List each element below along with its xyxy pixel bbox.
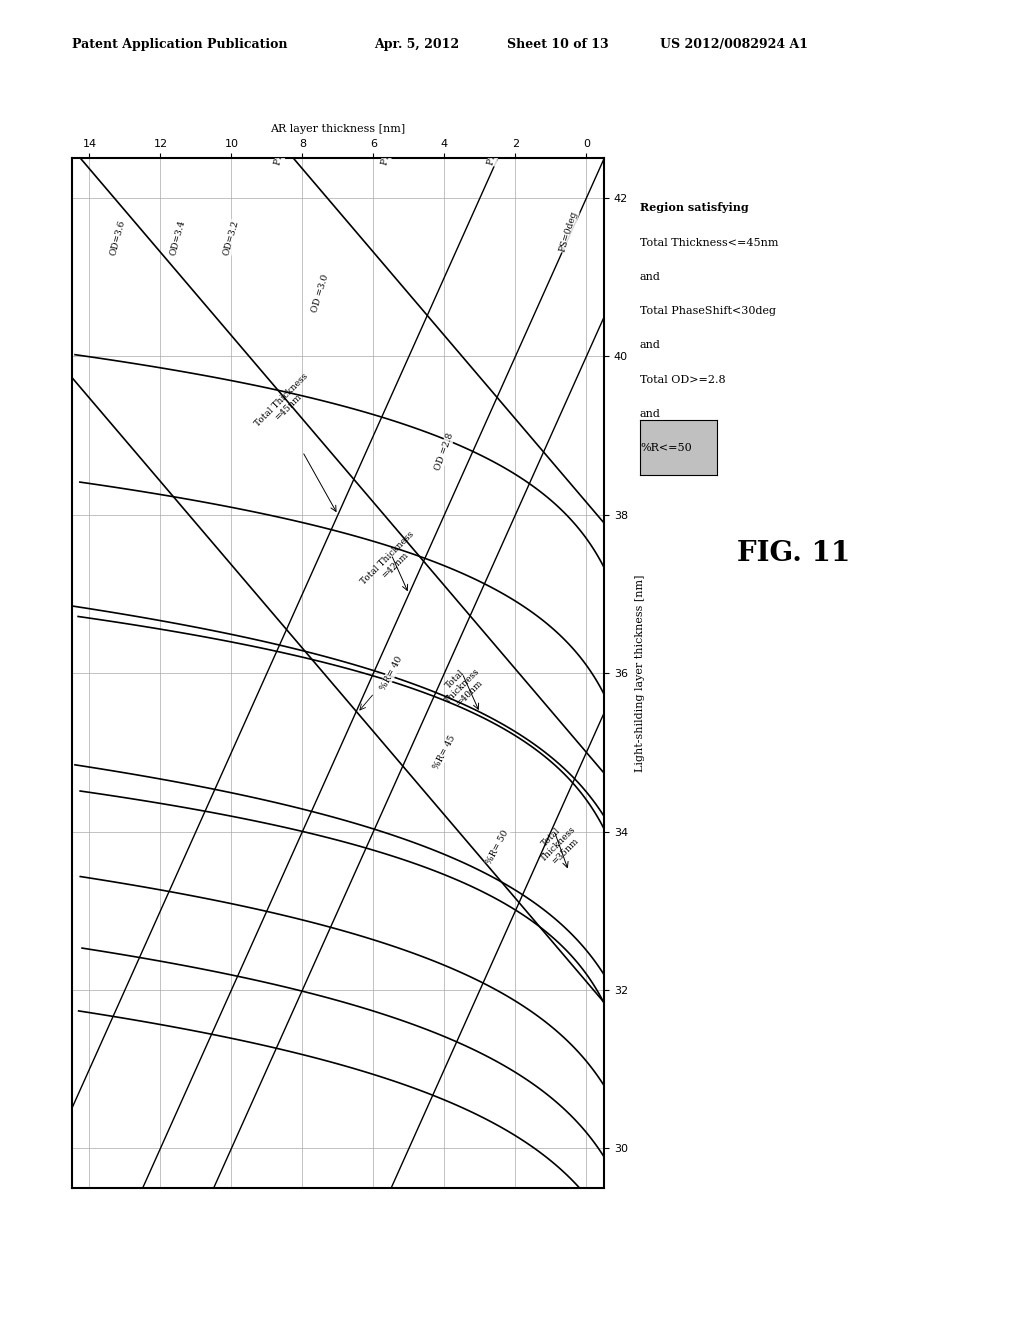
- Text: US 2012/0082924 A1: US 2012/0082924 A1: [660, 37, 809, 50]
- Text: Patent Application Publication: Patent Application Publication: [72, 37, 287, 50]
- Text: OD=3.6: OD=3.6: [109, 219, 127, 256]
- Text: and: and: [640, 272, 660, 282]
- Text: PS =30deg: PS =30deg: [273, 115, 296, 166]
- Text: and: and: [640, 409, 660, 420]
- Text: PS =20deg: PS =20deg: [380, 115, 402, 166]
- Text: Total
Thickness
=40nm: Total Thickness =40nm: [435, 660, 488, 713]
- Text: OD =3.0: OD =3.0: [310, 273, 330, 313]
- Text: Total OD>=2.8: Total OD>=2.8: [640, 375, 726, 385]
- Y-axis label: Light-shilding layer thickness [nm]: Light-shilding layer thickness [nm]: [635, 574, 645, 772]
- Text: Total Thickness<=45nm: Total Thickness<=45nm: [640, 238, 778, 248]
- Text: Region satisfying: Region satisfying: [640, 202, 749, 214]
- Text: OD =2.8: OD =2.8: [433, 432, 456, 471]
- Text: Total Thickness
=42nm: Total Thickness =42nm: [359, 529, 423, 594]
- Text: FIG. 11: FIG. 11: [737, 540, 851, 568]
- Text: PS=0deg: PS=0deg: [558, 210, 580, 253]
- Text: Total PhaseShift<30deg: Total PhaseShift<30deg: [640, 306, 776, 317]
- Text: Total
Thickness
=35nm: Total Thickness =35nm: [531, 818, 585, 871]
- Text: and: and: [640, 341, 660, 351]
- Text: %R= 50: %R= 50: [485, 829, 510, 866]
- Text: Apr. 5, 2012: Apr. 5, 2012: [374, 37, 459, 50]
- Text: OD=3.4: OD=3.4: [169, 219, 187, 256]
- X-axis label: AR layer thickness [nm]: AR layer thickness [nm]: [270, 124, 406, 133]
- Text: Total Thickness
=45nm: Total Thickness =45nm: [253, 371, 316, 436]
- Text: %R= 45: %R= 45: [432, 734, 457, 771]
- Text: %R= 40: %R= 40: [379, 655, 403, 692]
- Text: OD=3.2: OD=3.2: [222, 219, 241, 256]
- Text: Sheet 10 of 13: Sheet 10 of 13: [507, 37, 608, 50]
- Text: %R<=50: %R<=50: [640, 444, 692, 454]
- Text: PS =10deg: PS =10deg: [486, 115, 509, 166]
